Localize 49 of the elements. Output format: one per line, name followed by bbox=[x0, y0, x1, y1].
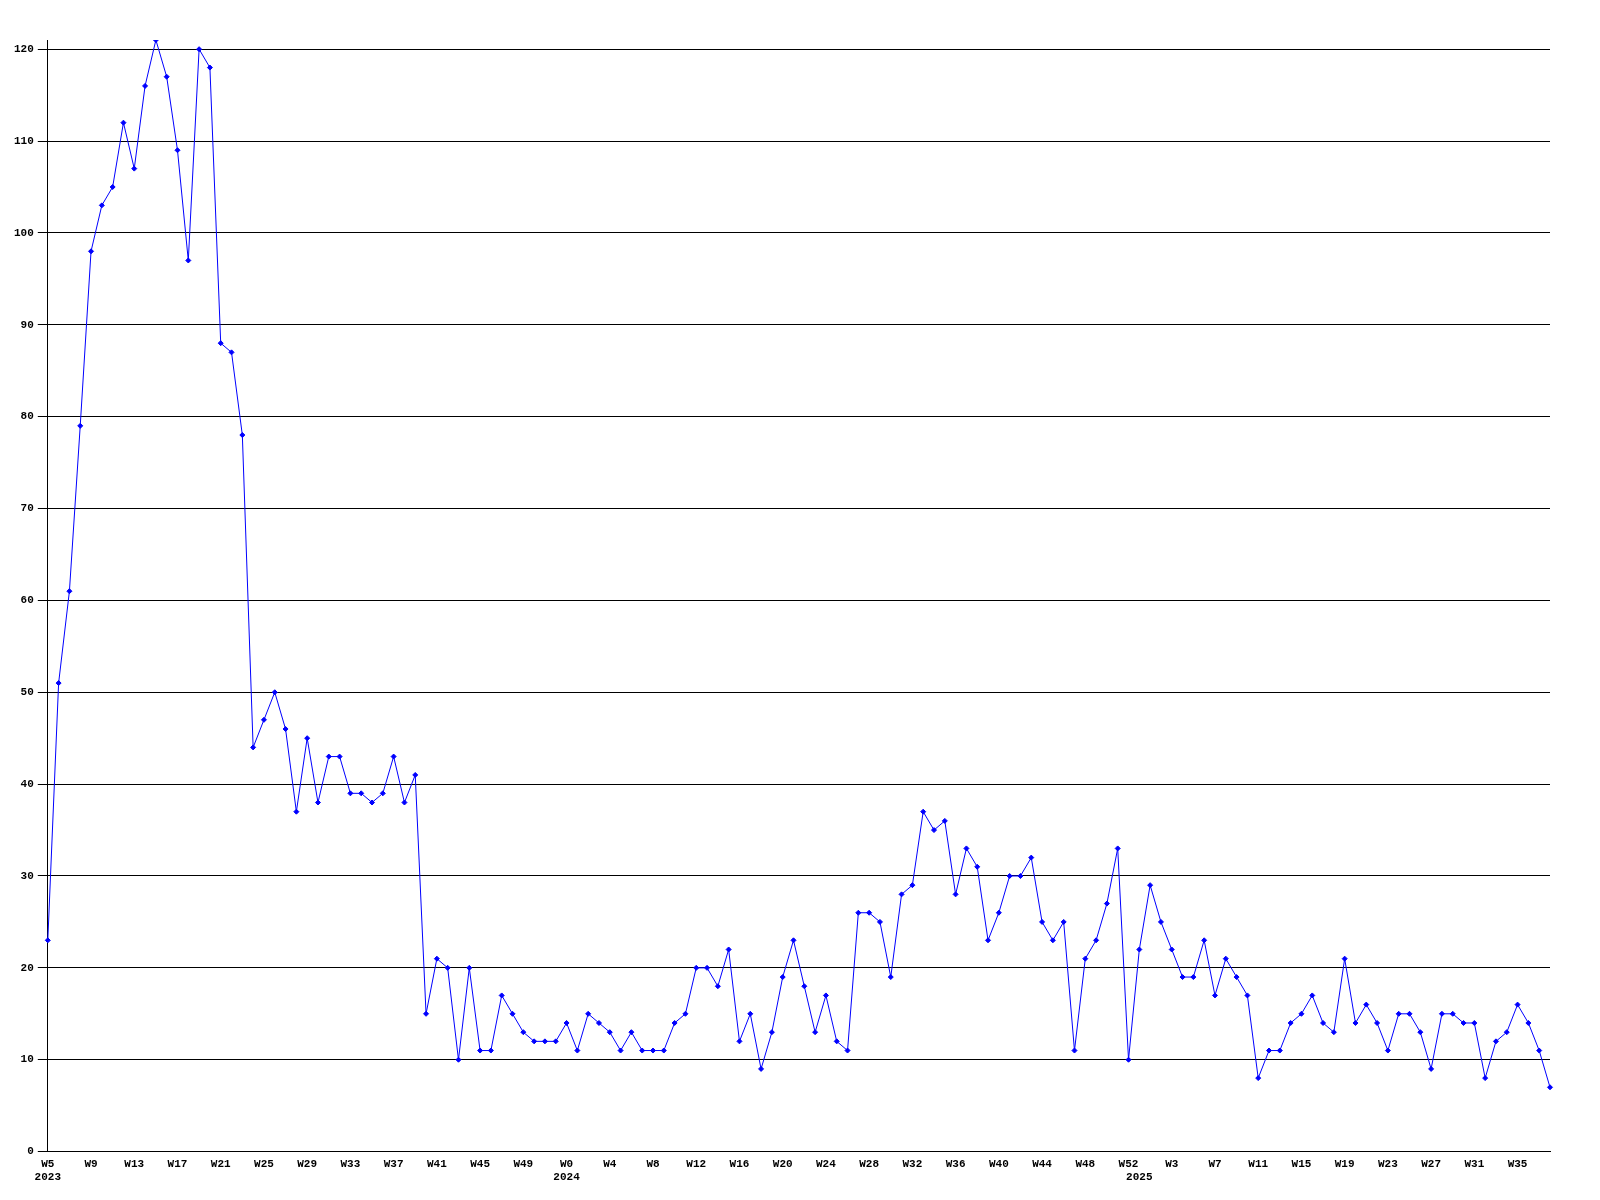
x-tick-label: W13 bbox=[124, 1157, 145, 1170]
y-tick-label: 50 bbox=[20, 686, 34, 699]
x-tick-label: W52 bbox=[1118, 1157, 1139, 1170]
x-tick-label: W9 bbox=[84, 1157, 98, 1170]
x-tick-label: W40 bbox=[988, 1157, 1009, 1170]
x-tick-label: W0 2024 bbox=[553, 1157, 581, 1184]
x-tick-label: W23 bbox=[1377, 1157, 1399, 1170]
y-tick-label: 60 bbox=[20, 594, 34, 607]
y-tick-label: 80 bbox=[20, 410, 34, 423]
x-tick-label: W15 bbox=[1291, 1157, 1312, 1170]
x-tick-label: W48 bbox=[1075, 1157, 1096, 1170]
x-tick-label: W11 bbox=[1248, 1157, 1269, 1170]
y-tick-label: 30 bbox=[20, 869, 34, 882]
x-tick-label: W8 bbox=[646, 1157, 660, 1170]
x-tick-label: W36 bbox=[945, 1157, 966, 1170]
x-tick-label: W28 bbox=[859, 1157, 880, 1170]
x-tick-label: 2025 bbox=[1126, 1171, 1153, 1184]
x-tick-label: W4 bbox=[603, 1157, 617, 1170]
y-tick-label: 120 bbox=[13, 42, 34, 55]
x-tick-label: W12 bbox=[686, 1157, 707, 1170]
y-tick-label: 20 bbox=[20, 961, 34, 974]
x-tick-label: W3 bbox=[1165, 1157, 1179, 1170]
y-tick-label: 70 bbox=[20, 502, 34, 515]
x-tick-label: W45 bbox=[470, 1157, 491, 1170]
y-tick-label: 40 bbox=[20, 777, 34, 790]
x-tick-label: W17 bbox=[167, 1157, 188, 1170]
x-tick-label: W16 bbox=[729, 1157, 750, 1170]
x-tick-label: W33 bbox=[340, 1157, 361, 1170]
y-tick-label: 90 bbox=[20, 318, 34, 331]
x-tick-label: W32 bbox=[902, 1157, 923, 1170]
x-tick-label: W19 bbox=[1334, 1157, 1355, 1170]
x-tick-label: W44 bbox=[1032, 1157, 1053, 1170]
x-tick-label: W21 bbox=[210, 1157, 232, 1170]
x-tick-label: W35 bbox=[1507, 1157, 1528, 1170]
y-tick-label: 110 bbox=[13, 134, 34, 147]
x-tick-label: W7 bbox=[1208, 1157, 1222, 1170]
y-tick-label: 100 bbox=[13, 226, 34, 239]
x-tick-label: W24 bbox=[816, 1157, 837, 1170]
x-tick-label: W37 bbox=[383, 1157, 404, 1170]
x-tick-label: W20 bbox=[772, 1157, 793, 1170]
y-tick-label: 0 bbox=[27, 1145, 34, 1158]
x-tick-label: W41 bbox=[426, 1157, 448, 1170]
x-tick-label: W49 bbox=[513, 1157, 534, 1170]
x-tick-label: W5 2023 bbox=[34, 1157, 62, 1184]
x-tick-label: W25 bbox=[254, 1157, 275, 1170]
x-tick-label: W29 bbox=[297, 1157, 318, 1170]
x-tick-label: W27 bbox=[1421, 1157, 1442, 1170]
x-tick-label: W31 bbox=[1464, 1157, 1485, 1170]
y-tick-label: 10 bbox=[20, 1053, 34, 1066]
